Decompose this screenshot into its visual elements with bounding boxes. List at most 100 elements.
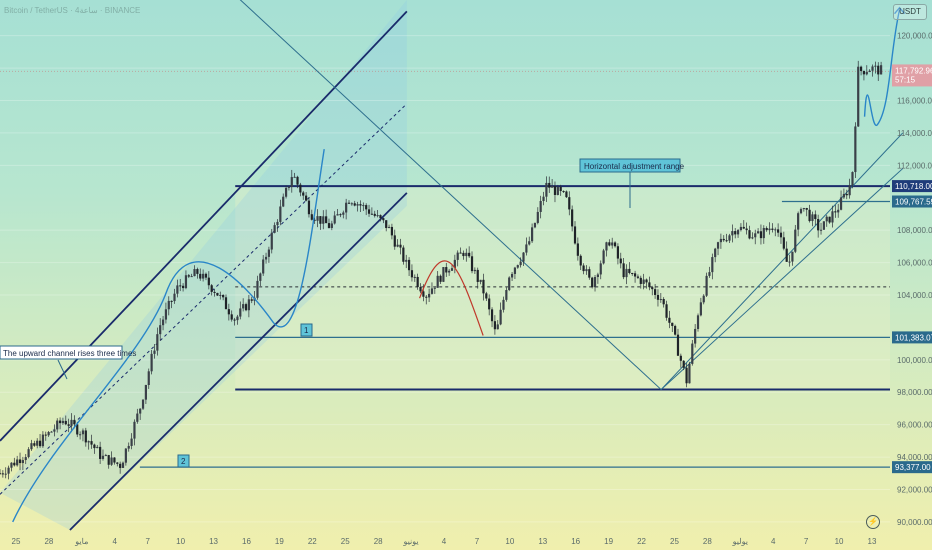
candle-body <box>525 244 528 253</box>
candle-body <box>711 257 714 273</box>
candle-body <box>233 319 236 321</box>
candle-body <box>376 215 379 217</box>
candle-body <box>413 276 416 278</box>
level-tag <box>892 180 932 193</box>
level-tag-label: 109,767.59 <box>895 198 932 207</box>
trend-lines <box>0 0 904 531</box>
candle-body <box>159 325 162 335</box>
candle-body <box>236 316 239 321</box>
candle-body <box>868 70 871 73</box>
candle-body <box>410 270 414 278</box>
x-tick-label: 7 <box>145 537 150 546</box>
candle-body <box>239 308 242 317</box>
range-zone <box>235 186 890 390</box>
candle-body <box>496 324 499 330</box>
x-tick-label: يوليو <box>732 537 748 546</box>
candle-body <box>419 286 422 292</box>
candle-body <box>551 186 554 188</box>
range-note: Horizontal adjustment range <box>584 162 685 171</box>
candle-body <box>379 215 382 219</box>
candle-body <box>688 363 691 384</box>
candle-body <box>27 449 30 458</box>
channel-note-box <box>0 345 123 360</box>
candle-body <box>173 293 176 302</box>
candle-body <box>0 473 2 475</box>
candle-body <box>316 216 319 221</box>
candle-body <box>359 204 362 206</box>
flash-icon[interactable]: ⚡ <box>866 515 880 529</box>
horizontal-levels: 110,718.00 109,767.59 101,383.07 93,377.00 <box>139 180 932 474</box>
candle-body <box>771 228 774 230</box>
candle-body <box>785 248 788 262</box>
candle-body <box>336 214 339 216</box>
candle-body <box>528 241 531 245</box>
candle-body <box>696 315 700 329</box>
candle-body <box>345 202 348 213</box>
candle-body <box>390 226 394 236</box>
candle-body <box>468 252 471 257</box>
y-tick-label: 112,000.00 <box>897 161 932 170</box>
candle-body <box>613 242 617 247</box>
y-tick-label: 94,000.00 <box>897 453 932 462</box>
candle-body <box>230 314 233 320</box>
candle-body <box>362 205 365 207</box>
candle-body <box>136 413 139 422</box>
candle-body <box>645 279 648 283</box>
candle-body <box>842 193 846 198</box>
candle-body <box>505 290 508 300</box>
candle-body <box>385 220 388 229</box>
candle-body <box>156 334 159 351</box>
candle-body <box>50 431 53 433</box>
candle-body <box>21 460 24 464</box>
candle-body <box>16 459 19 466</box>
candle-body <box>671 322 674 326</box>
projection-curves <box>12 6 906 523</box>
candle-body <box>279 206 282 222</box>
x-tick-label: 4 <box>113 537 118 546</box>
candle-body <box>794 229 797 252</box>
candle-body <box>699 302 702 316</box>
candle-body <box>33 443 36 446</box>
candle-body <box>705 275 708 296</box>
candle-body <box>782 237 785 249</box>
candle-body <box>290 177 293 187</box>
candle-body <box>167 300 170 310</box>
candle-body <box>1 473 4 475</box>
x-tick-label: 4 <box>771 537 776 546</box>
x-tick-label: 16 <box>242 537 251 546</box>
candle-body <box>127 445 130 449</box>
candle-body <box>222 294 225 298</box>
channel-upper-line <box>0 10 408 442</box>
rising-line-2 <box>660 132 904 390</box>
projection-curve-1 <box>12 149 325 523</box>
candle-body <box>439 275 442 282</box>
time-axis: 25 28 مايو 4 7 10 13 16 19 22 25 28 يونيو 4 7 10 13 16 19 2… <box>12 537 877 546</box>
candle-body <box>648 282 651 288</box>
candle-body <box>430 288 434 294</box>
candle-body <box>396 244 399 247</box>
candle-body <box>619 258 622 264</box>
candle-body <box>548 182 551 188</box>
x-tick-label: 13 <box>868 537 877 546</box>
candle-body <box>530 227 534 242</box>
candle-body <box>244 304 248 311</box>
candle-body <box>79 434 82 436</box>
candle-body <box>779 232 783 238</box>
candle-body <box>473 269 476 272</box>
candle-body <box>739 226 743 231</box>
last-price-tag <box>892 64 932 87</box>
candle-body <box>822 221 825 230</box>
candle-body <box>805 207 808 210</box>
candle-body <box>714 248 717 258</box>
candle-body <box>585 269 588 272</box>
candle-body <box>307 200 311 215</box>
candle-body <box>179 285 182 287</box>
candle-body <box>631 272 634 274</box>
level-tag <box>892 195 932 208</box>
currency-button[interactable]: USDT <box>893 4 927 20</box>
candle-body <box>837 209 840 213</box>
candle-body <box>256 280 259 298</box>
candle-body <box>656 294 660 300</box>
